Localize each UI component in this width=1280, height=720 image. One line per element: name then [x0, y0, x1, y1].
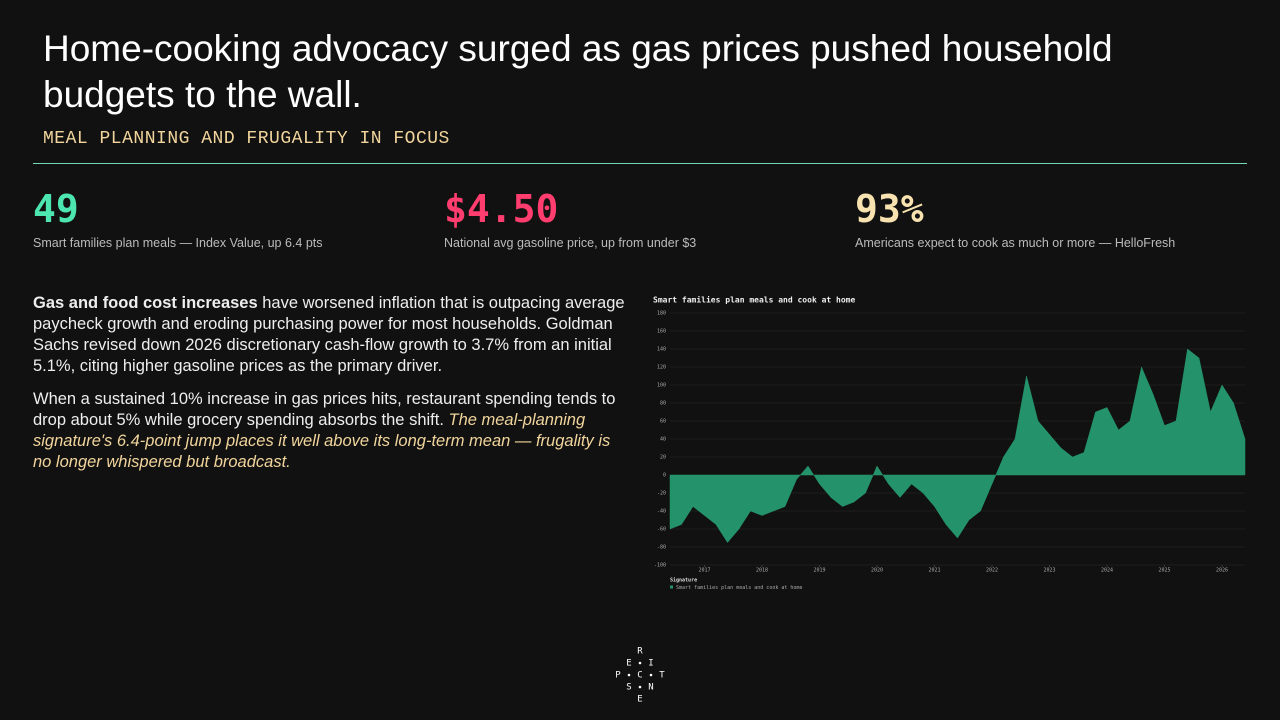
logo-letter: E — [637, 695, 642, 705]
legend-label: Smart families plan meals and cook at ho… — [676, 585, 802, 591]
text: When a sustained 10% increase in gas pri… — [33, 390, 616, 429]
paragraph: Gas and food cost increases have worsene… — [33, 293, 633, 377]
x-tick-label: 2026 — [1216, 568, 1228, 574]
logo-dot — [627, 673, 631, 677]
divider — [33, 163, 1247, 164]
title: Home-cooking advocacy surged as gas pric… — [43, 28, 1113, 115]
text: have worsened inflation that is outpacin… — [33, 294, 625, 375]
logo-dot — [649, 673, 653, 677]
y-tick-label: -20 — [657, 491, 666, 497]
kpi-value: 93% — [855, 187, 924, 231]
x-tick-label: 2017 — [698, 568, 710, 574]
logo-letter: C — [637, 671, 642, 681]
logo-dot — [638, 685, 642, 689]
logo-letter: E — [626, 659, 631, 669]
kpi-value: 49 — [33, 187, 79, 231]
body-text: Gas and food cost increases have worsene… — [33, 293, 633, 485]
x-tick-label: 2023 — [1043, 568, 1055, 574]
y-tick-label: -40 — [657, 509, 666, 515]
y-tick-label: 0 — [663, 473, 666, 479]
kpi-label: Americans expect to cook as much or more… — [855, 236, 1176, 250]
y-tick-label: 60 — [660, 419, 666, 425]
area — [669, 348, 1246, 543]
kpi-value: $4.50 — [444, 187, 559, 231]
y-tick-label: 120 — [657, 365, 666, 371]
x-tick-label: 2025 — [1158, 568, 1170, 574]
logo-letter: P — [615, 671, 621, 681]
logo-letter: N — [648, 683, 653, 693]
legend-swatch — [670, 585, 673, 589]
logo-letter: I — [648, 659, 653, 669]
logo-letter: R — [637, 647, 643, 657]
y-tick-label: -80 — [657, 545, 666, 551]
y-tick-label: 80 — [660, 401, 666, 407]
legend-title: Signature — [670, 578, 697, 584]
y-tick-label: 20 — [660, 455, 666, 461]
y-tick-label: 180 — [657, 311, 666, 317]
x-tick-label: 2022 — [986, 568, 998, 574]
x-tick-label: 2019 — [813, 568, 825, 574]
x-tick-label: 2018 — [756, 568, 768, 574]
y-tick-label: 100 — [657, 383, 666, 389]
lead: Gas and food cost increases — [33, 294, 258, 312]
x-tick-label: 2021 — [928, 568, 940, 574]
logo-letter: S — [626, 683, 631, 693]
logo-dot — [638, 661, 642, 665]
y-tick-label: 160 — [657, 329, 666, 335]
kpi-label: Smart families plan meals — Index Value,… — [33, 236, 323, 250]
y-tick-label: 140 — [657, 347, 666, 353]
logo-letter: T — [659, 671, 665, 681]
x-tick-label: 2024 — [1101, 568, 1113, 574]
chart-title: Smart families plan meals and cook at ho… — [653, 295, 855, 305]
emphasis: The meal-planning signature's 6.4-point … — [33, 411, 611, 471]
logo: R E I P C T S N E — [615, 647, 665, 705]
kpi-label: National avg gasoline price, up from und… — [444, 236, 697, 250]
y-tick-label: -100 — [654, 563, 666, 569]
chart: Smart families plan meals and cook at ho… — [653, 295, 1246, 591]
y-tick-label: -60 — [657, 527, 666, 533]
y-tick-label: 40 — [660, 437, 666, 443]
subtitle: MEAL PLANNING AND FRUGALITY IN FOCUS — [43, 129, 450, 149]
x-tick-label: 2020 — [871, 568, 883, 574]
paragraph: When a sustained 10% increase in gas pri… — [33, 389, 633, 473]
